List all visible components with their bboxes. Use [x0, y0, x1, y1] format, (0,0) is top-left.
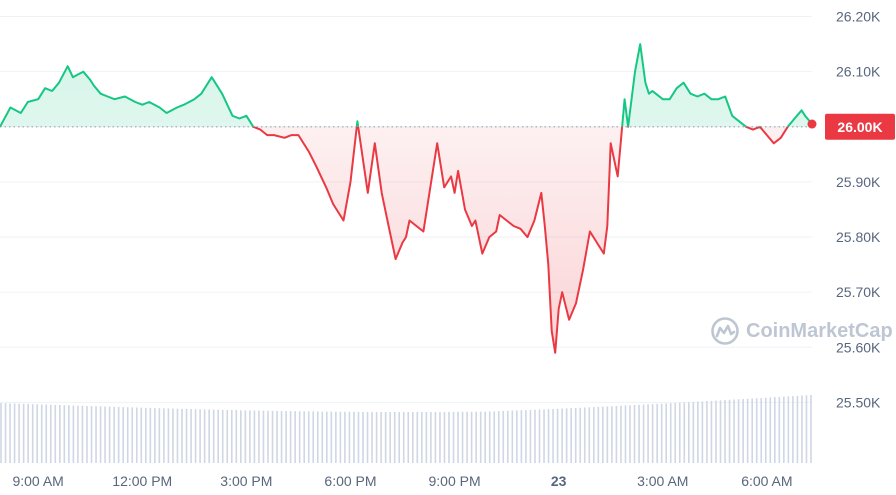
- y-tick-label: 25.90K: [836, 174, 881, 190]
- x-tick-label: 6:00 PM: [324, 473, 376, 489]
- x-axis-labels: 9:00 AM 12:00 PM 3:00 PM 6:00 PM 9:00 PM 23 3:…: [12, 473, 792, 489]
- y-tick-label: 26.20K: [836, 9, 881, 25]
- y-tick-label: 25.50K: [836, 394, 881, 410]
- coinmarketcap-logo-icon: [711, 317, 739, 345]
- price-line: [0, 43, 817, 354]
- x-tick-label: 9:00 PM: [429, 473, 481, 489]
- y-tick-label: 25.60K: [836, 339, 881, 355]
- y-tick-label: 25.80K: [836, 229, 881, 245]
- volume-bars: [0, 395, 812, 463]
- x-tick-label: 12:00 PM: [112, 473, 172, 489]
- down-line: [0, 126, 790, 354]
- area-fill: [0, 44, 812, 353]
- badge-background: [825, 113, 895, 140]
- y-tick-label: 25.70K: [836, 284, 881, 300]
- y-tick-label: 26.10K: [836, 64, 881, 80]
- badge-label: 26.00K: [837, 119, 882, 135]
- up-line: [0, 43, 813, 127]
- watermark: CoinMarketCap: [710, 316, 893, 346]
- x-tick-label: 6:00 AM: [741, 473, 792, 489]
- y-axis-labels: 26.20K 26.10K 25.90K 25.80K 25.70K 25.60K 25.5…: [836, 9, 881, 411]
- down-area: [0, 126, 812, 353]
- x-tick-label: 3:00 PM: [220, 473, 272, 489]
- up-area: [0, 44, 812, 127]
- x-tick-label: 9:00 AM: [12, 473, 63, 489]
- x-tick-label: 23: [551, 473, 567, 489]
- last-price-dot: [807, 119, 817, 129]
- x-tick-label: 3:00 AM: [637, 473, 688, 489]
- current-price-badge: 26.00K: [825, 113, 895, 140]
- watermark-text: CoinMarketCap: [746, 319, 893, 342]
